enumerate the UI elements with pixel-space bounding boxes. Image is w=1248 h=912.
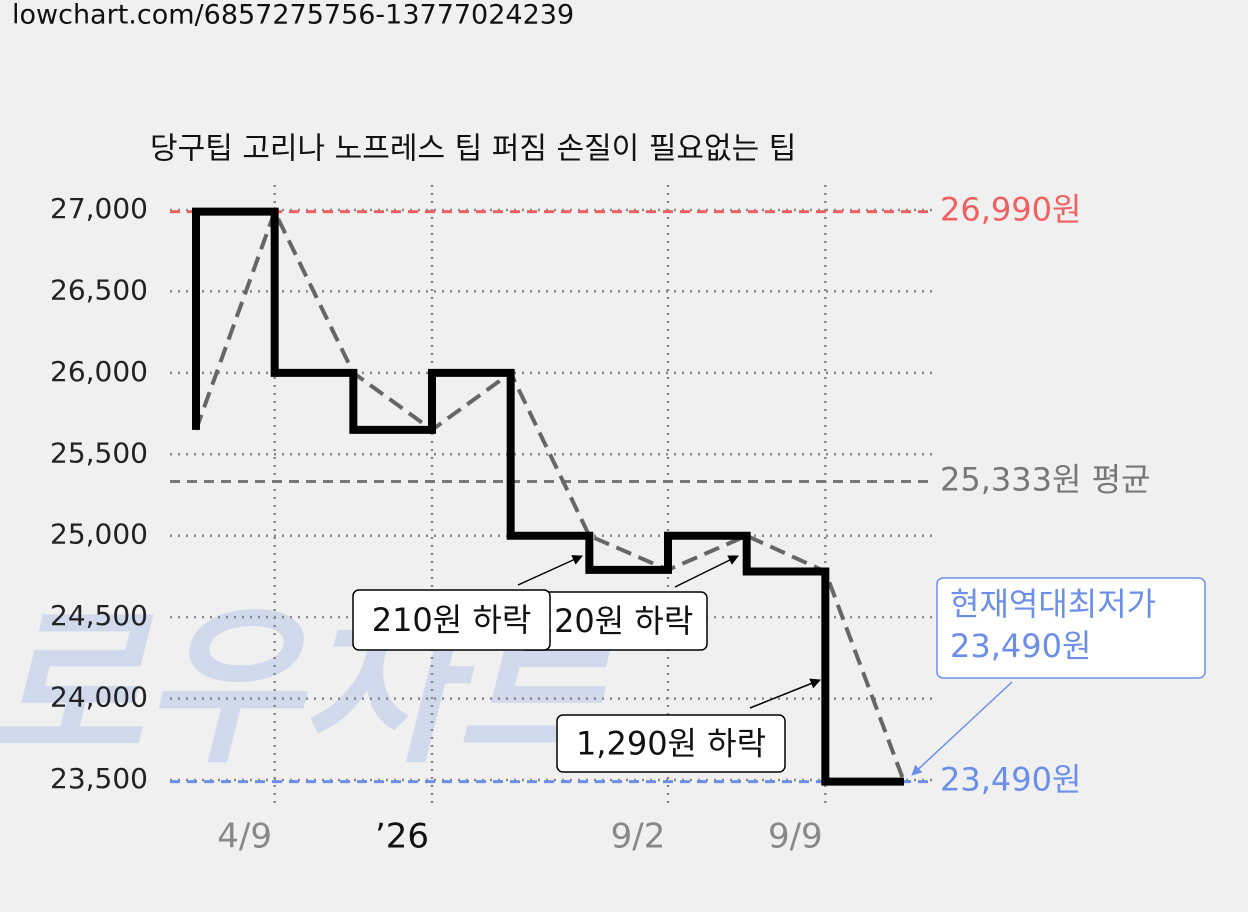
y-tick-label: 24,500	[50, 599, 148, 632]
annotation-text: 220원 하락	[534, 602, 694, 640]
reference-label: 25,333원 평균	[940, 460, 1150, 498]
min-box-text: 현재역대최저가	[950, 585, 1156, 623]
page-url: lowchart.com/6857275756-13777024239	[12, 0, 574, 31]
y-tick-label: 25,000	[50, 518, 148, 551]
price-step-line	[192, 207, 904, 786]
reference-label: 23,490원	[940, 761, 1081, 799]
y-tick-label: 26,500	[50, 273, 148, 306]
y-tick-label: 26,000	[50, 355, 148, 388]
trend-line	[194, 206, 906, 783]
annotation-arrow	[517, 555, 583, 586]
annotation-arrow	[749, 678, 821, 709]
y-tick-label: 23,500	[50, 762, 148, 795]
min-box	[936, 577, 1206, 679]
y-tick-label: 27,000	[50, 192, 148, 225]
annotation-arrow	[674, 555, 739, 588]
min-box-text: 23,490원	[950, 627, 1091, 665]
annotation-box	[556, 714, 786, 773]
min-arrow	[911, 681, 1013, 776]
annotation-text: 210원 하락	[372, 601, 532, 639]
annotation-text: 1,290원 하락	[576, 725, 766, 763]
x-tick-label: ’26	[375, 817, 429, 857]
chart-title: 당구팁 고리나 노프레스 팁 퍼짐 손질이 필요없는 팁	[150, 132, 796, 167]
x-tick-label: 4/9	[217, 817, 272, 857]
annotation-box	[352, 589, 551, 651]
y-tick-label: 24,000	[50, 681, 148, 714]
x-tick-label: 9/9	[768, 817, 823, 857]
reference-label: 26,990원	[940, 191, 1081, 229]
y-tick-label: 25,500	[50, 436, 148, 469]
x-tick-label: 9/2	[611, 817, 666, 857]
